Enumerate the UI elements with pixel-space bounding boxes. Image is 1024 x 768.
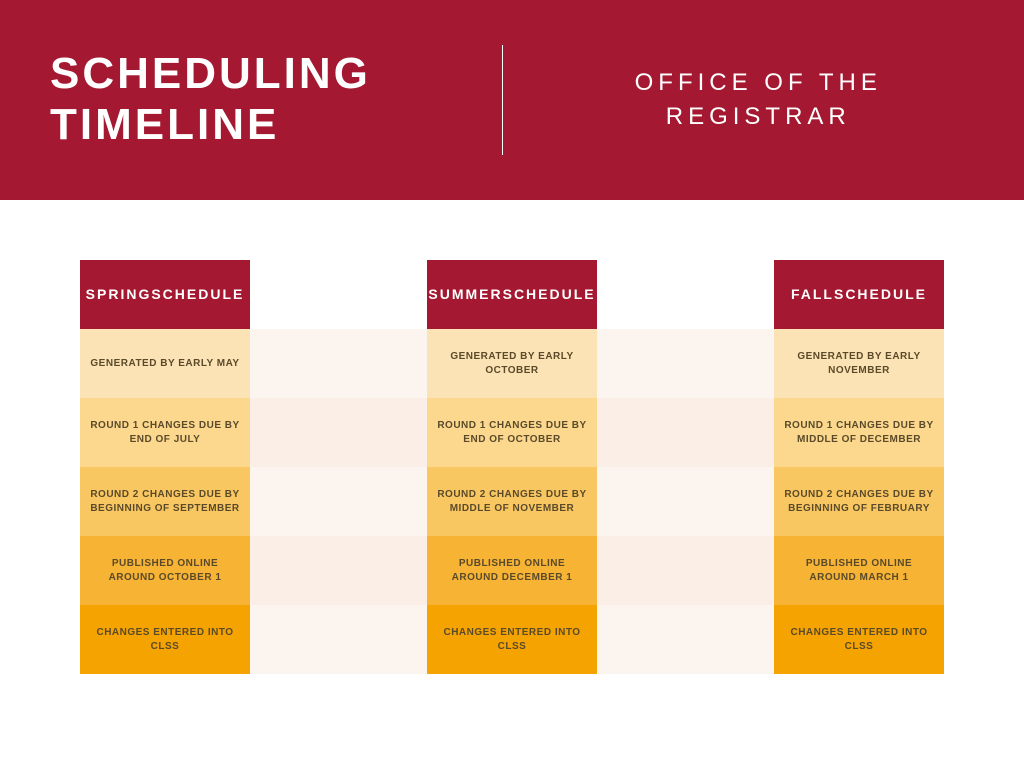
- schedule-column-1: SUMMERSCHEDULEGENERATED BY EARLY OCTOBER…: [427, 260, 597, 674]
- column-spacer: [597, 260, 774, 674]
- column-header-line1: FALL: [791, 285, 834, 303]
- schedule-column-0: SPRINGSCHEDULEGENERATED BY EARLY MAYROUN…: [80, 260, 250, 674]
- column-header-line2: SCHEDULE: [503, 285, 596, 303]
- schedule-cell: GENERATED BY EARLY NOVEMBER: [774, 329, 944, 398]
- schedule-cell: ROUND 1 CHANGES DUE BY END OF OCTOBER: [427, 398, 597, 467]
- schedule-column-2: FALLSCHEDULEGENERATED BY EARLY NOVEMBERR…: [774, 260, 944, 674]
- schedule-cell: GENERATED BY EARLY MAY: [80, 329, 250, 398]
- column-header: FALLSCHEDULE: [774, 260, 944, 329]
- column-header: SUMMERSCHEDULE: [427, 260, 597, 329]
- title-line-1: SCHEDULING: [50, 49, 371, 98]
- schedule-cell: CHANGES ENTERED INTO CLSS: [80, 605, 250, 674]
- column-header-line1: SUMMER: [428, 285, 502, 303]
- schedule-cell: PUBLISHED ONLINE AROUND MARCH 1: [774, 536, 944, 605]
- column-header: SPRINGSCHEDULE: [80, 260, 250, 329]
- schedule-cell: CHANGES ENTERED INTO CLSS: [427, 605, 597, 674]
- column-header-line1: SPRING: [86, 285, 152, 303]
- header-title-block: SCHEDULING TIMELINE: [50, 49, 482, 150]
- schedule-cell: ROUND 2 CHANGES DUE BY MIDDLE OF NOVEMBE…: [427, 467, 597, 536]
- page-title: SCHEDULING TIMELINE: [50, 49, 482, 150]
- page-subtitle: OFFICE OF THE REGISTRAR: [543, 66, 975, 133]
- schedule-cell: PUBLISHED ONLINE AROUND OCTOBER 1: [80, 536, 250, 605]
- schedule-cell: ROUND 2 CHANGES DUE BY BEGINNING OF SEPT…: [80, 467, 250, 536]
- column-header-line2: SCHEDULE: [834, 285, 927, 303]
- timeline-grid: SPRINGSCHEDULEGENERATED BY EARLY MAYROUN…: [0, 200, 1024, 714]
- schedule-cell: ROUND 2 CHANGES DUE BY BEGINNING OF FEBR…: [774, 467, 944, 536]
- header-subtitle-block: OFFICE OF THE REGISTRAR: [543, 66, 975, 133]
- header-divider: [502, 45, 503, 155]
- schedule-cell: CHANGES ENTERED INTO CLSS: [774, 605, 944, 674]
- header-banner: SCHEDULING TIMELINE OFFICE OF THE REGIST…: [0, 0, 1024, 200]
- column-spacer: [250, 260, 427, 674]
- schedule-cell: GENERATED BY EARLY OCTOBER: [427, 329, 597, 398]
- schedule-cell: ROUND 1 CHANGES DUE BY END OF JULY: [80, 398, 250, 467]
- subtitle-line-2: REGISTRAR: [666, 103, 851, 130]
- title-line-2: TIMELINE: [50, 100, 279, 149]
- subtitle-line-1: OFFICE OF THE: [635, 69, 882, 96]
- schedule-cell: ROUND 1 CHANGES DUE BY MIDDLE OF DECEMBE…: [774, 398, 944, 467]
- schedule-cell: PUBLISHED ONLINE AROUND DECEMBER 1: [427, 536, 597, 605]
- column-header-line2: SCHEDULE: [151, 285, 244, 303]
